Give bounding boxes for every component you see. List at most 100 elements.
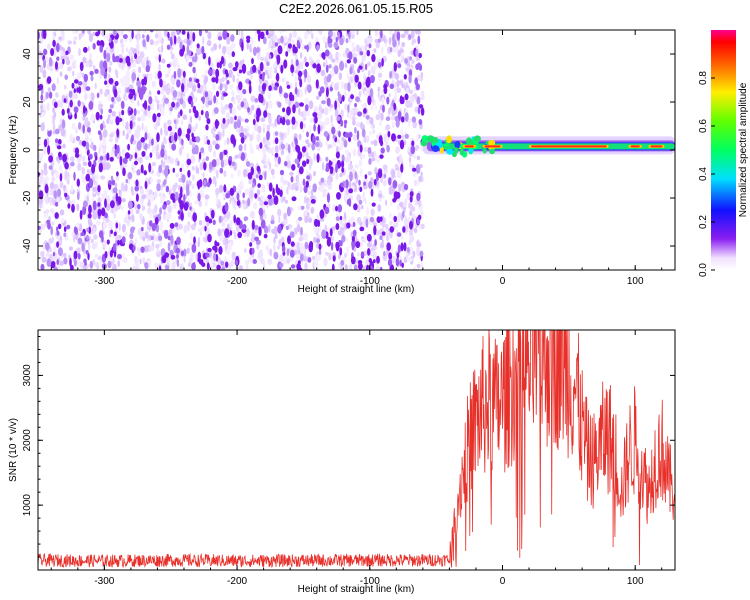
- noise-cell: [325, 64, 329, 73]
- noise-cell: [121, 236, 126, 244]
- noise-cell: [268, 198, 273, 206]
- noise-cell: [333, 65, 339, 75]
- noise-cell: [358, 179, 361, 186]
- noise-cell-light: [156, 179, 161, 184]
- noise-cell-light: [158, 192, 162, 197]
- noise-cell-light: [309, 56, 313, 62]
- noise-cell-light: [116, 96, 122, 102]
- noise-cell: [45, 242, 50, 251]
- noise-cell-light: [99, 88, 103, 95]
- noise-cell: [73, 250, 78, 260]
- noise-cell-light: [90, 92, 95, 101]
- noise-cell-light: [344, 103, 348, 111]
- noise-cell: [373, 225, 377, 236]
- noise-cell: [295, 144, 299, 152]
- colorbar-tick-label: 0.2: [698, 215, 709, 229]
- noise-cell-light: [220, 106, 226, 115]
- noise-cell-light: [365, 135, 370, 143]
- noise-cell-light: [309, 125, 312, 135]
- noise-cell: [71, 203, 75, 213]
- noise-cell: [114, 143, 117, 150]
- noise-cell-light: [172, 261, 176, 270]
- noise-cell: [298, 216, 303, 221]
- noise-cell: [279, 262, 284, 268]
- noise-cell: [245, 161, 251, 167]
- noise-cell-light: [147, 72, 153, 81]
- noise-cell: [393, 62, 397, 72]
- noise-cell: [180, 186, 183, 196]
- noise-cell: [404, 93, 409, 101]
- noise-cell-light: [343, 90, 347, 99]
- noise-cell-light: [210, 47, 215, 52]
- noise-cell-light: [406, 252, 409, 257]
- noise-cell: [51, 83, 56, 92]
- noise-cell-light: [52, 119, 55, 124]
- noise-cell-light: [189, 138, 193, 146]
- noise-cell: [352, 221, 356, 228]
- noise-cell: [325, 87, 329, 98]
- noise-cell: [328, 159, 332, 170]
- noise-cell-light: [324, 117, 330, 125]
- noise-cell-light: [38, 173, 44, 183]
- noise-cell: [336, 192, 341, 200]
- noise-cell-light: [273, 61, 277, 68]
- noise-cell: [151, 138, 154, 146]
- noise-cell: [170, 135, 174, 143]
- noise-cell-light: [55, 198, 61, 204]
- noise-cell-light: [154, 204, 158, 213]
- noise-cell-light: [304, 262, 308, 270]
- noise-cell-light: [122, 118, 125, 127]
- noise-cell-light: [84, 92, 88, 101]
- noise-cell-light: [361, 238, 365, 243]
- noise-cell-light: [84, 62, 90, 67]
- noise-cell-light: [383, 34, 386, 43]
- noise-cell: [140, 226, 144, 232]
- noise-cell-light: [283, 35, 289, 44]
- noise-cell: [339, 215, 343, 221]
- noise-cell-light: [197, 228, 202, 233]
- noise-cell-light: [206, 221, 210, 226]
- noise-cell: [357, 111, 363, 117]
- noise-cell-light: [256, 189, 261, 195]
- colorbar-gradient: [711, 30, 736, 270]
- noise-cell-light: [152, 80, 157, 88]
- noise-cell: [104, 198, 107, 209]
- noise-cell: [206, 262, 210, 270]
- noise-cell-light: [118, 111, 121, 120]
- noise-cell: [256, 114, 260, 123]
- noise-cell-light: [120, 205, 124, 211]
- noise-cell: [140, 137, 145, 143]
- noise-cell-light: [411, 38, 414, 46]
- noise-cell: [299, 78, 303, 88]
- noise-cell: [146, 60, 150, 67]
- noise-cell-light: [296, 224, 301, 233]
- noise-cell: [212, 219, 216, 225]
- noise-cell: [114, 148, 118, 157]
- noise-cell: [104, 80, 108, 85]
- noise-cell-light: [300, 246, 305, 254]
- noise-cell: [207, 247, 212, 253]
- noise-cell-light: [396, 87, 402, 94]
- noise-cell-light: [198, 200, 202, 207]
- noise-cell-light: [84, 116, 89, 123]
- noise-cell: [303, 68, 308, 79]
- noise-cell: [283, 93, 289, 99]
- noise-cell: [311, 143, 316, 151]
- noise-cell: [302, 160, 307, 167]
- noise-cell: [176, 253, 179, 259]
- noise-cell: [388, 177, 392, 186]
- noise-cell: [183, 248, 187, 257]
- noise-cell: [321, 100, 326, 105]
- noise-cell: [92, 43, 96, 50]
- noise-cell-light: [123, 216, 128, 224]
- noise-cell: [156, 112, 161, 118]
- noise-cell: [161, 255, 167, 264]
- noise-cell: [367, 147, 372, 154]
- noise-cell: [274, 152, 279, 158]
- noise-cell-light: [81, 173, 84, 183]
- noise-cell: [355, 96, 360, 103]
- noise-cell-light: [243, 143, 247, 152]
- noise-cell: [166, 44, 171, 50]
- noise-cell: [397, 110, 402, 120]
- noise-cell-light: [298, 236, 303, 242]
